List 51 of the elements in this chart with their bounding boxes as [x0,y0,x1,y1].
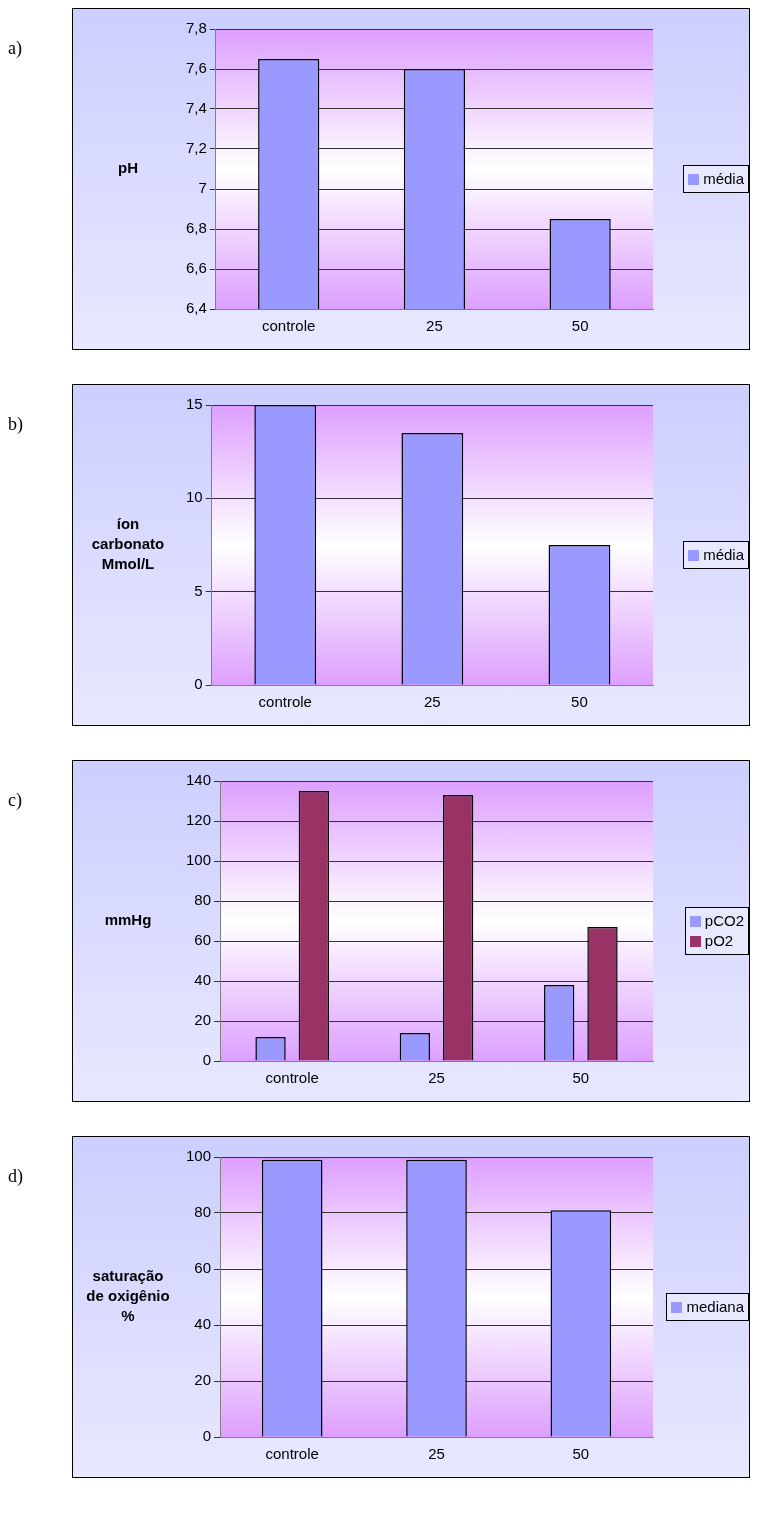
y-tick-label: 20 [194,1011,212,1029]
x-tick-label: controle [265,1069,319,1087]
legend-label: pCO2 [704,911,744,931]
y-axis-title: mmHg [104,911,152,929]
x-tick-label: controle [265,1445,319,1463]
y-tick-label: 0 [202,1427,212,1445]
text: d) [8,1166,24,1187]
x-tick-label: 50 [571,317,589,335]
y-tick-label: 60 [194,1259,212,1277]
y-tick-label: 60 [194,931,212,949]
x-tick-label: 25 [428,1445,445,1463]
x-tick-label: 50 [572,1445,590,1463]
x-tick-label: 25 [428,1069,445,1087]
legend-label: mediana [686,1297,744,1317]
y-tick-label: 40 [194,971,212,989]
y-tick-label: 7,6 [185,59,207,77]
y-tick-label: 100 [186,1147,212,1165]
x-tick-label: 25 [426,317,443,335]
y-tick-label: 120 [186,811,212,829]
y-tick-label: 7 [198,179,207,197]
y-axis-title: saturação de oxigênio % [86,1267,170,1325]
y-tick-label: 100 [186,851,212,869]
y-tick-label: 6,8 [185,219,207,237]
y-axis-title: íon carbonato Mmol/L [91,515,165,573]
y-tick-label: 7,4 [185,99,207,117]
y-tick-label: 140 [186,771,212,789]
x-tick-label: 50 [571,693,588,711]
legend-label: média [703,545,744,565]
y-tick-label: 40 [194,1315,212,1333]
y-tick-label: 0 [194,675,203,693]
x-tick-label: 50 [572,1069,590,1087]
y-tick-label: 7,2 [185,139,207,157]
text: c) [8,790,23,811]
legend-label: pO2 [704,931,734,951]
y-tick-label: 80 [194,1203,212,1221]
text: a) [8,38,23,59]
y-tick-label: 0 [202,1051,212,1069]
legend-label: média [703,169,744,189]
y-tick-label: 5 [194,581,203,599]
y-tick-label: 20 [194,1371,212,1389]
x-tick-label: controle [258,693,312,711]
y-tick-label: 15 [186,395,203,413]
x-tick-label: controle [262,317,316,335]
y-tick-label: 80 [194,891,212,909]
y-tick-label: 6,4 [185,299,207,317]
y-tick-label: 6,6 [185,259,207,277]
y-tick-label: 10 [186,488,203,506]
text: b) [8,414,24,435]
y-axis-title: pH [118,159,138,177]
y-tick-label: 7,8 [185,19,207,37]
x-tick-label: 25 [424,693,441,711]
